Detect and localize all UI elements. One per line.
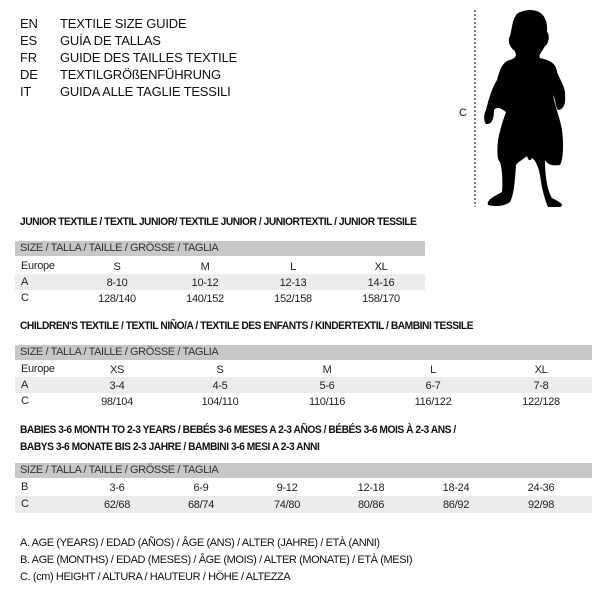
table-cell: 104/110: [201, 396, 239, 408]
row-label: A: [21, 379, 29, 391]
junior-section-title: JUNIOR TEXTILE / TEXTIL JUNIOR/ TEXTILE …: [20, 216, 417, 228]
table-cell: 18-24: [442, 482, 470, 494]
table-cell: 12-13: [279, 277, 307, 289]
table-cell: 122/128: [522, 396, 560, 408]
table-cell: XL: [534, 364, 548, 376]
children-section-title: CHILDREN'S TEXTILE / TEXTIL NIÑO/A / TEX…: [20, 320, 474, 332]
lang-title: GUIDA ALLE TAGLIE TESSILI: [60, 84, 231, 99]
table-cell: 68/74: [187, 499, 215, 511]
table-row: Europe S M L XL: [15, 258, 425, 274]
measure-label: C: [459, 107, 467, 119]
row-label: B: [21, 481, 29, 493]
row-label: C: [21, 395, 29, 407]
lang-title: GUIDE DES TAILLES TEXTILE: [60, 50, 238, 65]
table-cell: S: [113, 261, 121, 273]
table-cell: XL: [374, 261, 388, 273]
table-row: B 3-6 6-9 9-12 12-18 18-24 24-36: [15, 479, 592, 495]
lang-code: ES: [20, 33, 37, 48]
row-label: Europe: [21, 363, 55, 375]
table-cell: 8-10: [106, 277, 128, 289]
row-label: Europe: [21, 260, 55, 272]
table-cell: 128/140: [98, 293, 136, 305]
table-cell: 152/158: [274, 293, 312, 305]
table-cell: S: [216, 364, 224, 376]
table-row: C 98/104 104/110 110/116 116/122 122/128: [15, 393, 592, 409]
table-cell: L: [430, 364, 436, 376]
table-row: A 8-10 10-12 12-13 14-16: [15, 274, 425, 290]
table-cell: 9-12: [276, 482, 298, 494]
legend-item: B. AGE (MONTHS) / EDAD (MESES) / ÂGE (MO…: [20, 554, 413, 566]
table-cell: 62/68: [103, 499, 131, 511]
legend-item: C. (cm) HEIGHT / ALTURA / HAUTEUR / HÖHE…: [20, 571, 291, 583]
table-cell: XS: [109, 364, 125, 376]
table-row: A 3-4 4-5 5-6 6-7 7-8: [15, 377, 592, 393]
babies-section-title-line1: BABIES 3-6 MONTH TO 2-3 YEARS / BEBÉS 3-…: [20, 424, 456, 436]
lang-title: GUÍA DE TALLAS: [60, 33, 161, 48]
table-cell: 12-18: [357, 482, 385, 494]
lang-title: TEXTILE SIZE GUIDE: [60, 16, 187, 31]
lang-code: DE: [20, 67, 38, 82]
table-cell: 3-4: [109, 380, 125, 392]
table-cell: 7-8: [533, 380, 549, 392]
table-cell: 92/98: [527, 499, 555, 511]
babies-section-title-line2: BABYS 3-6 MONATE BIS 2-3 JAHRE / BAMBINI…: [20, 441, 320, 453]
table-cell: 80/86: [357, 499, 385, 511]
table-cell: 140/152: [186, 293, 224, 305]
table-cell: 74/80: [273, 499, 301, 511]
table-header: SIZE / TALLA / TAILLE / GRÖSSE / TAGLIA: [15, 241, 425, 256]
table-cell: 98/104: [101, 396, 133, 408]
legend-item: A. AGE (YEARS) / EDAD (AÑOS) / ÂGE (ANS)…: [20, 537, 380, 549]
table-cell: M: [322, 364, 332, 376]
table-header: SIZE / TALLA / TAILLE / GRÖSSE / TAGLIA: [15, 345, 592, 360]
row-label: C: [21, 292, 29, 304]
table-cell: 4-5: [212, 380, 228, 392]
table-cell: 24-36: [527, 482, 555, 494]
table-header: SIZE / TALLA / TAILLE / GRÖSSE / TAGLIA: [15, 463, 592, 478]
row-label: C: [21, 498, 29, 510]
table-cell: M: [200, 261, 210, 273]
table-cell: 6-9: [193, 482, 209, 494]
child-silhouette-figure: [474, 10, 566, 207]
child-silhouette-icon: [484, 10, 566, 207]
table-cell: 10-12: [191, 277, 219, 289]
table-cell: 86/92: [442, 499, 470, 511]
lang-title: TEXTILGRÖßENFÜHRUNG: [60, 67, 221, 82]
table-cell: 116/122: [414, 396, 452, 408]
table-cell: 158/170: [362, 293, 400, 305]
row-label: A: [21, 276, 29, 288]
table-cell: 110/116: [308, 396, 346, 408]
table-cell: 3-6: [109, 482, 125, 494]
table-cell: 6-7: [425, 380, 441, 392]
lang-code: EN: [20, 16, 38, 31]
table-cell: L: [290, 261, 296, 273]
table-row: C 62/68 68/74 74/80 80/86 86/92 92/98: [15, 496, 592, 513]
table-row: Europe XS S M L XL: [15, 361, 592, 377]
table-cell: 14-16: [367, 277, 395, 289]
lang-code: IT: [20, 84, 32, 99]
table-row: C 128/140 140/152 152/158 158/170: [15, 290, 425, 306]
table-cell: 5-6: [319, 380, 335, 392]
lang-code: FR: [20, 50, 37, 65]
